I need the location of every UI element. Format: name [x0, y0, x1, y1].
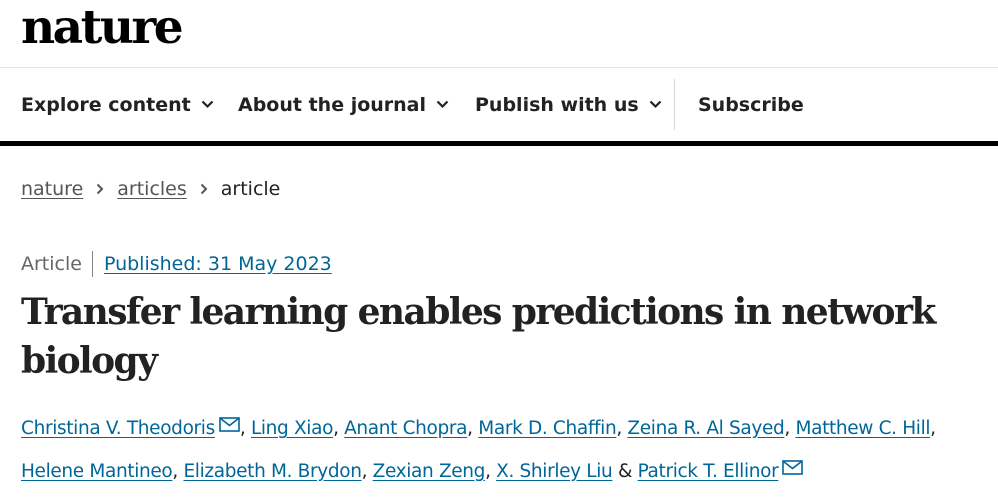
- subscribe-link[interactable]: Subscribe: [698, 93, 804, 116]
- published-date-link[interactable]: Published: 31 May 2023: [103, 253, 332, 275]
- author-item: Zexian Zeng,: [373, 461, 491, 482]
- author-item: Ling Xiao,: [251, 418, 339, 439]
- author-link[interactable]: Mark D. Chaffin: [478, 418, 617, 439]
- breadcrumb-nature[interactable]: nature: [21, 178, 84, 200]
- author-item: Christina V. Theodoris,: [21, 417, 246, 439]
- chevron-down-icon: [436, 100, 449, 109]
- author-separator: &: [617, 461, 633, 482]
- chevron-down-icon: [649, 100, 662, 109]
- email-icon[interactable]: [782, 460, 804, 475]
- author-link[interactable]: Helene Mantineo: [21, 461, 173, 482]
- author-link[interactable]: Matthew C. Hill: [795, 418, 931, 439]
- chevron-down-icon: [201, 100, 214, 109]
- author-list: Christina V. Theodoris, Ling Xiao, Anant…: [21, 407, 993, 493]
- author-link[interactable]: Ling Xiao: [250, 418, 334, 439]
- author-separator: ,: [467, 418, 473, 439]
- author-separator: ,: [172, 461, 178, 482]
- nav-explore-content[interactable]: Explore content: [21, 68, 214, 141]
- header-rule: [0, 141, 998, 146]
- nav-publish-with-us[interactable]: Publish with us: [475, 68, 662, 141]
- author-link[interactable]: X. Shirley Liu: [496, 461, 613, 482]
- email-icon[interactable]: [219, 417, 240, 432]
- author-link[interactable]: Anant Chopra: [344, 418, 468, 439]
- author-item: Elizabeth M. Brydon,: [183, 461, 367, 482]
- author-item: Matthew C. Hill,: [795, 418, 936, 439]
- author-item: Mark D. Chaffin,: [478, 418, 622, 439]
- chevron-right-icon: [96, 183, 104, 195]
- author-separator: ,: [361, 461, 368, 482]
- author-link[interactable]: Elizabeth M. Brydon: [183, 461, 362, 482]
- author-link[interactable]: Christina V. Theodoris: [21, 418, 215, 439]
- main-nav: Explore content About the journal Publis…: [0, 68, 998, 141]
- meta-divider: [91, 251, 93, 277]
- author-link[interactable]: Zexian Zeng: [372, 461, 486, 482]
- article-meta: Article Published: 31 May 2023: [21, 250, 332, 278]
- author-item: Patrick T. Ellinor: [637, 460, 804, 482]
- author-item: Helene Mantineo,: [21, 461, 178, 482]
- chevron-right-icon: [200, 183, 208, 195]
- nature-logo[interactable]: nature: [21, 0, 184, 55]
- author-separator: ,: [239, 418, 246, 439]
- author-link[interactable]: Zeina R. Al Sayed: [627, 418, 785, 439]
- author-separator: ,: [616, 418, 622, 439]
- article-type: Article: [21, 253, 82, 275]
- author-separator: ,: [485, 461, 491, 482]
- author-item: Anant Chopra,: [344, 418, 473, 439]
- nav-about-the-journal[interactable]: About the journal: [238, 68, 449, 141]
- nav-item-label: Explore content: [21, 93, 191, 116]
- author-link[interactable]: Patrick T. Ellinor: [637, 461, 779, 482]
- site-header: nature: [0, 0, 998, 68]
- nav-item-label: Publish with us: [475, 93, 639, 116]
- author-item: Zeina R. Al Sayed,: [627, 418, 790, 439]
- article-title: Transfer learning enables predictions in…: [21, 291, 936, 382]
- author-item: X. Shirley Liu &: [496, 461, 632, 482]
- author-separator: ,: [333, 418, 339, 439]
- nav-item-label: About the journal: [238, 93, 427, 116]
- author-separator: ,: [930, 418, 936, 439]
- breadcrumb: nature articles article: [21, 176, 280, 202]
- nav-divider: [674, 79, 675, 130]
- breadcrumb-current: article: [220, 178, 281, 200]
- breadcrumb-articles[interactable]: articles: [117, 178, 187, 200]
- author-separator: ,: [784, 418, 790, 439]
